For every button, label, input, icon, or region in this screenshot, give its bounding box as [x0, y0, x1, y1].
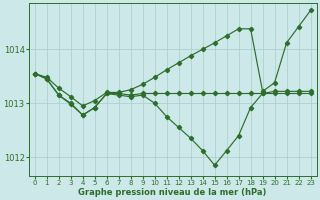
X-axis label: Graphe pression niveau de la mer (hPa): Graphe pression niveau de la mer (hPa)	[78, 188, 267, 197]
